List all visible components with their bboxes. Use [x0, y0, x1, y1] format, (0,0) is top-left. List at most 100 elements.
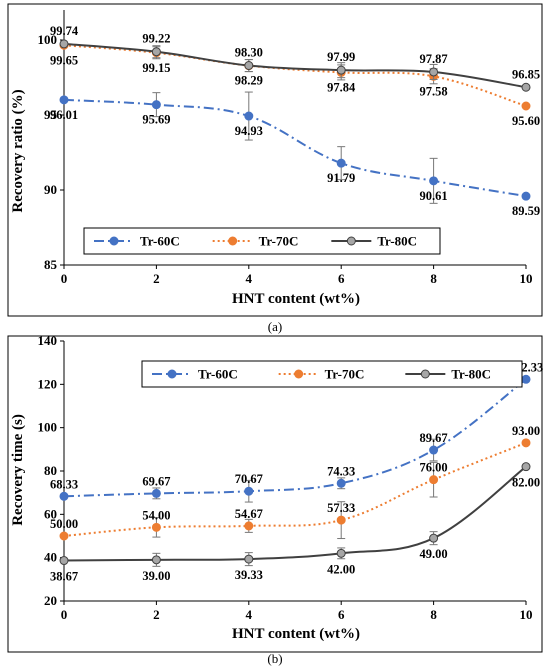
panel-b-y-tick-label: 40 [44, 550, 57, 565]
panel-b-series-Tr-80C-point [244, 554, 254, 564]
panel-b-series-Tr-80C-point [59, 556, 69, 566]
panel-a-x-tick-label: 10 [520, 271, 533, 286]
panel-b-data-label: 93.00 [512, 424, 540, 438]
panel-a-x-tick-label: 4 [246, 271, 253, 286]
panel-a-data-label: 99.22 [142, 32, 170, 46]
panel-a-x-tick-label: 2 [153, 271, 160, 286]
panel-a-series-Tr-80C-point [429, 67, 439, 77]
panel-a-y-tick-label: 100 [38, 32, 58, 47]
panel-b-data-label: 54.00 [142, 508, 170, 522]
panel-b-series-Tr-70C-point [244, 521, 254, 531]
panel-b-y-tick-label: 80 [44, 463, 57, 478]
panel-a-data-label: 94.93 [235, 124, 263, 138]
panel-b-series-Tr-60C-point [336, 478, 346, 488]
chart-panel-a: Recovery ratio (%) HNT content (wt%) 85 9… [7, 3, 543, 317]
panel-a-x-axis-label: HNT content (wt%) [232, 291, 360, 307]
panel-a-legend-label: Tr-80C [377, 234, 417, 249]
panel-a-series-Tr-60C-point [151, 100, 161, 110]
panel-b-series-Tr-60C-point [521, 374, 531, 384]
panel-b-legend-label: Tr-80C [451, 367, 491, 382]
panel-a-data-label: 90.61 [420, 189, 448, 203]
panel-b-series-Tr-80C-line [63, 465, 527, 562]
panel-b-series-Tr-70C-point [521, 438, 531, 448]
panel-a-x-tick-label: 8 [430, 271, 437, 286]
panel-b-data-label: 70.67 [235, 472, 263, 486]
panel-b-x-tick-label: 4 [246, 607, 253, 622]
panel-a-series-Tr-60C-point [521, 191, 531, 201]
panel-b-legend-swatch-marker [420, 369, 430, 379]
panel-a-data-label: 96.01 [50, 108, 78, 122]
panel-b-series-Tr-60C-point [429, 445, 439, 455]
panel-a-y-tick-label: 95 [44, 107, 58, 122]
panel-b-series-Tr-80C-point [429, 533, 439, 543]
panel-b-legend-label: Tr-70C [325, 367, 365, 382]
panel-a-x-tick-label: 6 [338, 271, 345, 286]
panel-b-data-label: 82.00 [512, 476, 540, 490]
panel-a-series-Tr-80C-point [336, 65, 346, 75]
panel-a-series-Tr-80C-point [59, 39, 69, 49]
panel-b-data-label: 39.33 [235, 568, 263, 582]
panel-a-x-tick-label: 0 [61, 271, 68, 286]
panel-b-border [7, 335, 543, 653]
panel-b-series-Tr-70C-point [429, 475, 439, 485]
panel-b-series-Tr-80C-point [151, 555, 161, 565]
panel-b-series-Tr-70C-point [59, 531, 69, 541]
panel-a-data-label: 95.60 [512, 114, 540, 128]
panel-b-series-Tr-60C-point [244, 486, 254, 496]
panel-a-data-label: 98.30 [235, 46, 263, 60]
panel-a-data-label: 98.29 [235, 74, 263, 88]
panel-a-data-label: 96.85 [512, 67, 540, 81]
panel-b-data-label: 50.00 [50, 517, 78, 531]
panel-b-data-label: 49.00 [420, 547, 448, 561]
panel-a-data-label: 89.59 [512, 204, 540, 218]
panel-a-data-label: 91.79 [327, 171, 355, 185]
panel-a-data-label: 97.99 [327, 50, 355, 64]
chart-panel-b: Recovery time (s) HNT content (wt%) 2040… [7, 333, 543, 653]
panel-a-series-Tr-60C-point [244, 111, 254, 121]
panel-b-legend-swatch-marker [294, 369, 304, 379]
panel-a-series-Tr-60C-line [63, 98, 527, 198]
panel-a-y-tick-label: 85 [44, 257, 58, 272]
panel-a-series-Tr-60C-point [336, 158, 346, 168]
panel-b-data-label: 74.33 [327, 464, 355, 478]
panel-a-data-label: 95.69 [142, 113, 170, 127]
panel-a-series-Tr-80C-point [244, 61, 254, 70]
panel-b-y-tick-label: 100 [38, 420, 58, 435]
panel-b-y-tick-label: 120 [38, 376, 58, 391]
panel-b-data-label: 57.33 [327, 501, 355, 515]
panel-b-data-label: 76.00 [420, 461, 448, 475]
panel-b-x-tick-label: 10 [520, 607, 533, 622]
panel-b-x-axis-label: HNT content (wt%) [232, 626, 360, 642]
panel-b-series-Tr-60C-point [59, 491, 69, 501]
panel-b-series-Tr-60C-point [151, 488, 161, 498]
panel-a-border [7, 3, 543, 317]
panel-a-data-label: 99.65 [50, 53, 78, 67]
panel-a-series-Tr-80C-point [151, 47, 161, 57]
panel-a-series-Tr-60C-point [59, 95, 69, 105]
panel-a-series-Tr-70C-point [521, 101, 531, 111]
panel-b-y-tick-label: 140 [38, 333, 58, 348]
panel-a-data-label: 97.84 [327, 80, 356, 94]
panel-b-series-Tr-70C-point [151, 522, 161, 532]
panel-b-series-Tr-80C-point [521, 462, 531, 472]
panel-a-caption: (a) [268, 319, 282, 334]
panel-b-y-tick-label: 60 [44, 506, 57, 521]
panel-b-series-Tr-80C-point [336, 548, 346, 558]
panel-a-series-Tr-70C-line [63, 44, 527, 107]
panel-b-y-axis-label: Recovery time (s) [10, 414, 26, 526]
panel-b-caption: (b) [267, 651, 282, 666]
panel-b-data-label: 54.67 [235, 507, 263, 521]
panel-a-legend-swatch-marker [228, 236, 238, 246]
panel-a-data-label: 97.58 [420, 84, 448, 98]
panel-a-data-label: 97.87 [420, 52, 448, 66]
panel-b-x-tick-label: 8 [430, 607, 437, 622]
panel-a-series-Tr-80C-line [63, 42, 527, 89]
panel-b-data-label: 68.33 [50, 477, 78, 491]
panel-b-legend-box [141, 360, 523, 388]
panel-b-series-Tr-70C-point [336, 515, 346, 525]
panel-a-series-Tr-60C-point [429, 176, 439, 186]
panel-a-y-axis-label: Recovery ratio (%) [10, 89, 26, 212]
panel-b-x-tick-label: 2 [153, 607, 160, 622]
panel-a-legend-box [83, 227, 441, 255]
